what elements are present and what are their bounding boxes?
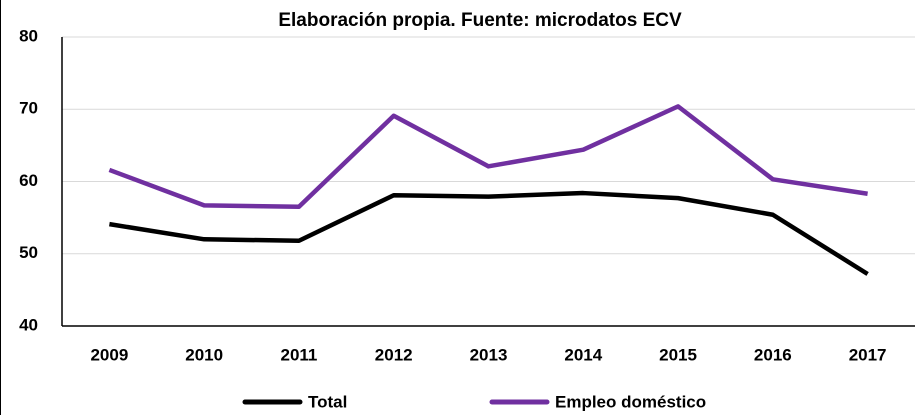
y-tick-label: 70 [19,99,38,118]
x-tick-label: 2013 [470,345,508,364]
legend-label: Total [308,392,347,411]
legend-label: Empleo doméstico [555,392,706,411]
y-tick-label: 40 [19,315,38,334]
x-tick-label: 2011 [280,345,317,364]
y-tick-label: 80 [19,26,38,45]
y-tick-label: 50 [19,243,38,262]
x-tick-label: 2010 [185,345,223,364]
x-tick-label: 2017 [849,345,887,364]
x-tick-label: 2009 [90,345,128,364]
x-tick-label: 2014 [564,345,602,364]
chart-title: Elaboración propia. Fuente: microdatos E… [278,10,682,31]
y-tick-label: 60 [19,171,38,190]
x-tick-label: 2015 [659,345,697,364]
x-tick-label: 2012 [375,345,413,364]
line-series [109,190,869,276]
line-series [108,104,868,210]
x-tick-label: 2016 [754,345,792,364]
